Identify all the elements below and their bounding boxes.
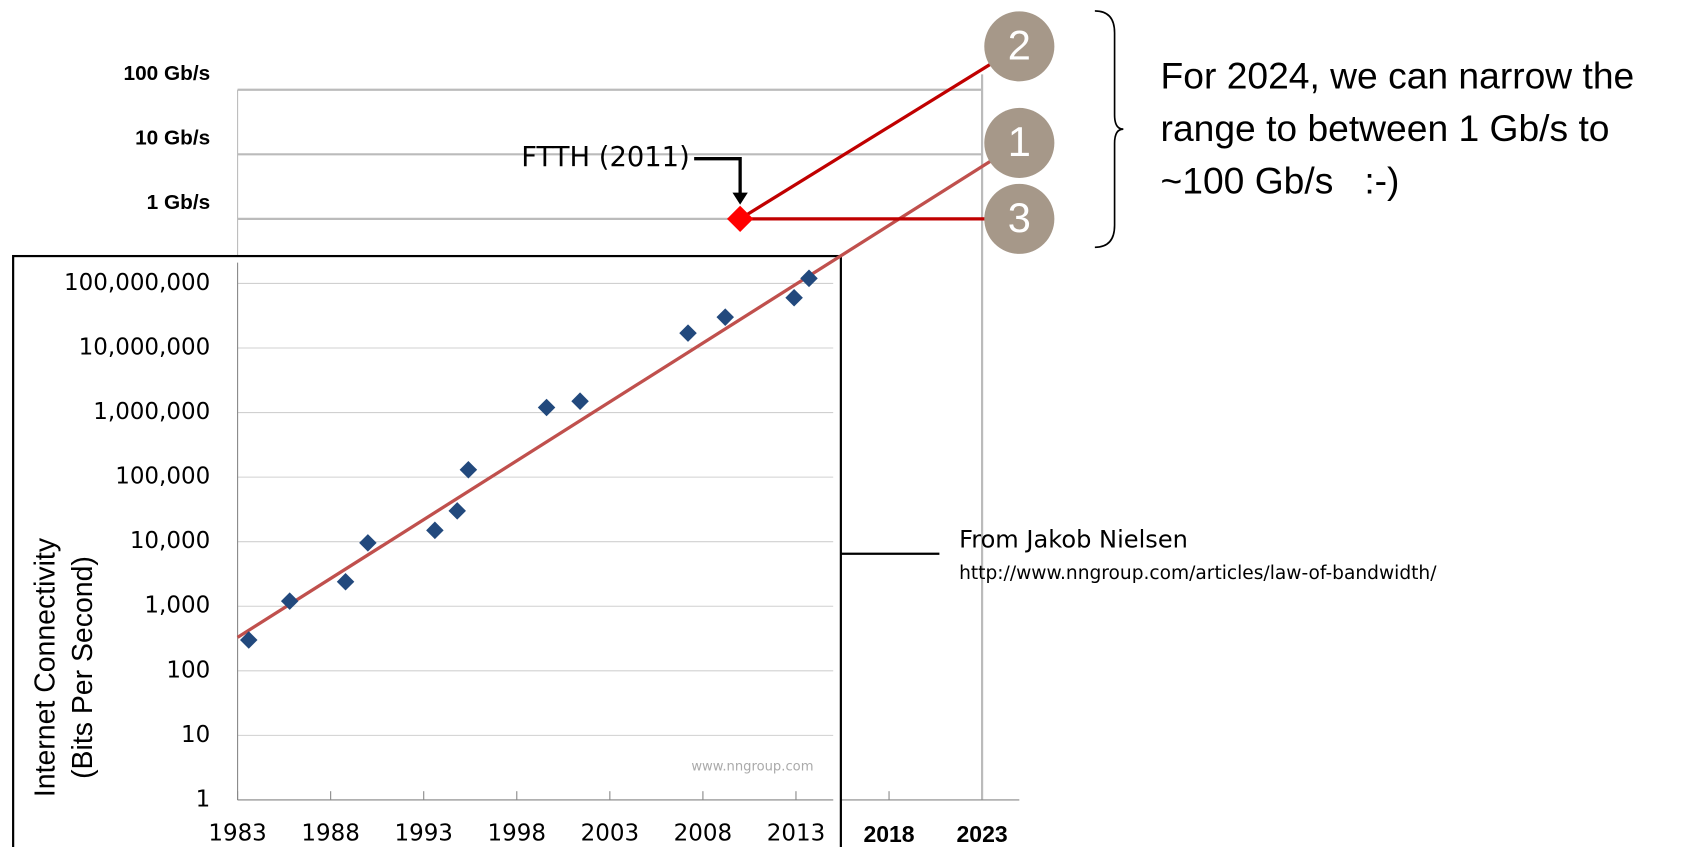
y-tick-label: 100 Gb/s — [124, 62, 211, 85]
y-tick-label: 1,000,000 — [93, 399, 210, 425]
annotation: FTTH (2011) — [521, 142, 689, 173]
y-tick-label: 10,000,000 — [79, 334, 211, 360]
y-tick-label: 100,000,000 — [64, 270, 210, 296]
projection-label: 3 — [1008, 194, 1031, 241]
y-tick-label: 100 — [166, 657, 210, 683]
x-tick-label: 2008 — [674, 820, 732, 846]
data-point — [571, 392, 589, 410]
projection-marker — [984, 11, 1055, 82]
projection-marker — [984, 183, 1055, 254]
x-tick-label: 2023 — [957, 821, 1008, 847]
projection-marker — [984, 107, 1055, 178]
y-tick-label: 1,000 — [144, 593, 210, 619]
x-tick-label: 2003 — [581, 820, 639, 846]
y-tick-label: 10,000 — [130, 528, 210, 554]
y-axis-title: (Bits Per Second) — [67, 556, 99, 779]
x-tick-label: 1983 — [208, 820, 266, 846]
y-axis-title: Internet Connectivity — [30, 537, 62, 797]
data-point — [537, 398, 556, 417]
x-tick-label: 1988 — [301, 820, 359, 846]
x-tick-label: 1998 — [488, 820, 546, 846]
data-point — [800, 269, 818, 288]
projection-label: 1 — [1008, 118, 1031, 165]
data-point — [459, 461, 478, 479]
projection-label: 2 — [1008, 22, 1031, 69]
x-tick-label: 1993 — [394, 820, 452, 846]
data-point — [280, 592, 299, 610]
highlight-point — [726, 205, 754, 232]
watermark: www.nngroup.com — [691, 760, 813, 775]
data-point — [448, 502, 466, 520]
data-point — [239, 631, 258, 649]
data-point — [426, 521, 444, 540]
source-url: http://www.nngroup.com/articles/law-of-b… — [959, 563, 1437, 584]
y-tick-label: 100,000 — [115, 464, 210, 490]
note: For 2024, we can narrow the — [1161, 55, 1635, 97]
note: range to between 1 Gb/s to — [1161, 107, 1610, 149]
note: ~100 Gb/s :-) — [1161, 160, 1400, 202]
y-tick-label: 10 — [181, 722, 210, 748]
bracket — [1094, 10, 1124, 249]
x-tick-label: 2018 — [863, 821, 914, 847]
y-tick-label: 1 Gb/s — [147, 191, 211, 214]
y-tick-label: 10 Gb/s — [135, 126, 210, 149]
trend-line — [236, 141, 1021, 639]
y-tick-label: 1 — [196, 786, 211, 812]
annotation-arrow — [694, 157, 742, 195]
x-tick-label: 2013 — [767, 820, 825, 846]
data-point — [359, 534, 377, 552]
data-point — [336, 572, 355, 591]
projection-line — [739, 44, 1021, 221]
arrow-head — [732, 192, 748, 205]
chart-box — [12, 254, 842, 847]
source: From Jakob Nielsen — [959, 526, 1188, 554]
